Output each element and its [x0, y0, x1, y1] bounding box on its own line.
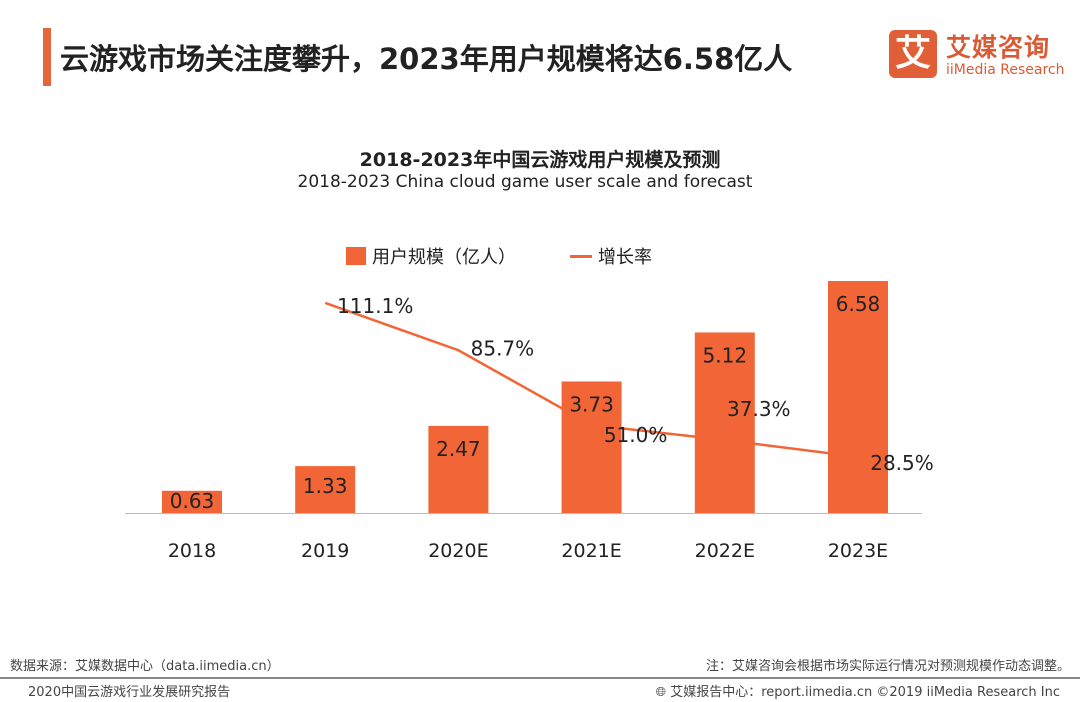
page-title: 云游戏市场关注度攀升，2023年用户规模将达6.58亿人: [60, 42, 793, 76]
x-tick-label: 2020E: [428, 540, 488, 562]
bar-value-label: 1.33: [303, 474, 348, 498]
logo-mark: 艾: [889, 30, 937, 78]
legend-label-line: 增长率: [598, 247, 652, 268]
report-site-text: 艾媒报告中心：report.iimedia.cn ©2019 iiMedia R…: [670, 685, 1060, 700]
footer-divider: [0, 677, 1080, 679]
legend-label-bar: 用户规模（亿人）: [372, 247, 516, 268]
x-tick-label: 2023E: [828, 540, 888, 562]
report-site: 🌐︎ 艾媒报告中心：report.iimedia.cn ©2019 iiMedi…: [656, 681, 1060, 700]
x-tick-label: 2021E: [561, 540, 621, 562]
bar-value-label: 3.73: [569, 392, 614, 416]
bar: [295, 466, 356, 513]
legend-item-bar: 用户规模（亿人）: [346, 243, 516, 269]
bar-value-label: 2.47: [436, 437, 481, 461]
chart-subtitle: 2018-2023 China cloud game user scale an…: [297, 172, 753, 192]
report-name: 2020中国云游戏行业发展研究报告: [28, 685, 231, 700]
growth-rate-label: 51.0%: [604, 423, 668, 447]
growth-rate-label: 111.1%: [337, 294, 413, 318]
growth-rate-label: 28.5%: [870, 451, 934, 475]
legend-item-line: 增长率: [570, 243, 652, 269]
x-tick-label: 2018: [168, 540, 216, 562]
globe-icon: 🌐︎: [655, 685, 671, 700]
bar-value-label: 5.12: [703, 343, 748, 367]
x-tick-label: 2022E: [695, 540, 755, 562]
bar: [162, 490, 222, 513]
growth-rate-label: 85.7%: [471, 336, 535, 360]
bar: [561, 381, 622, 513]
bar: [428, 425, 489, 513]
source-note: 数据来源：艾媒数据中心（data.iimedia.cn）: [10, 659, 280, 674]
title-accent-bar: [43, 28, 51, 86]
logo-text-cn: 艾媒咨询: [946, 33, 1051, 62]
bar: [694, 332, 755, 513]
legend-swatch-line: [570, 254, 592, 258]
legend-swatch-bar: [346, 247, 366, 265]
logo-text-en: iiMedia Research: [946, 62, 1065, 78]
bar-value-label: 6.58: [836, 292, 881, 316]
bar-value-label: 0.63: [170, 489, 215, 513]
x-tick-label: 2019: [301, 540, 349, 562]
chart-title: 2018-2023年中国云游戏用户规模及预测: [359, 149, 721, 171]
growth-line: [324, 301, 859, 459]
disclaimer-note: 注：艾媒咨询会根据市场实际运行情况对预测规模作动态调整。: [705, 659, 1070, 674]
growth-rate-label: 37.3%: [727, 397, 791, 421]
bar: [828, 280, 888, 513]
